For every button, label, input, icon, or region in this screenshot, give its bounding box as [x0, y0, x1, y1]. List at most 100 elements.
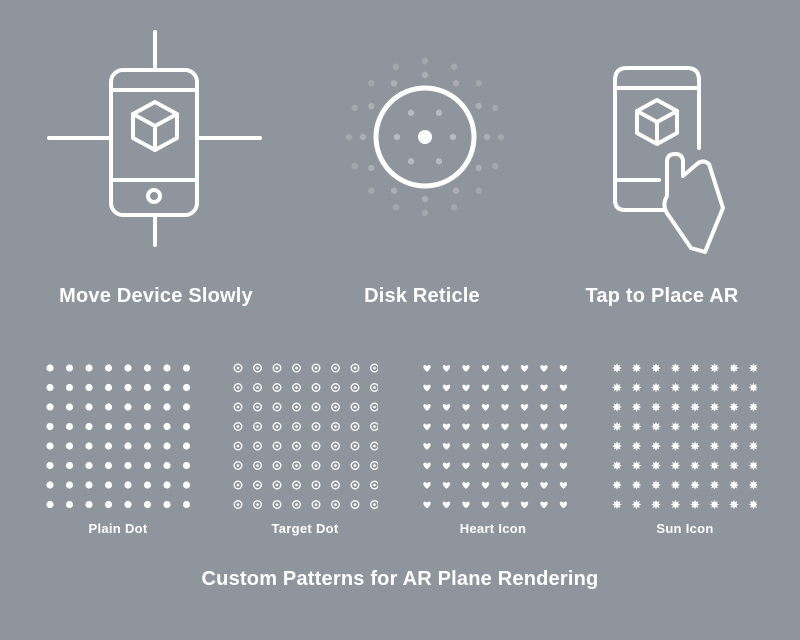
heart-mark: [501, 423, 509, 431]
target-dot-mark: [292, 500, 301, 509]
reticle-dot: [475, 164, 482, 172]
sun-mark: [729, 480, 739, 490]
target-dot-mark: [311, 461, 321, 470]
target-dot-mark: [331, 363, 340, 373]
plain-dot-mark: [104, 481, 113, 489]
sun-mark: [690, 441, 700, 451]
heart-mark: [559, 443, 567, 450]
heart-mark: [559, 404, 567, 411]
heart-mark: [442, 443, 451, 450]
target-dot-mark: [331, 402, 340, 412]
target-dot-mark: [233, 402, 243, 412]
reticle-dot: [435, 109, 443, 116]
plain-dot-mark: [85, 403, 93, 411]
sun-mark: [748, 363, 757, 373]
target-dot-mark: [370, 422, 378, 431]
heart-mark: [520, 462, 529, 470]
plain-dot-mark: [65, 383, 74, 392]
plain-dot-mark: [104, 422, 113, 431]
plain-dot-mark: [143, 461, 152, 470]
heart-mark: [501, 384, 509, 392]
reticle-dot: [359, 133, 367, 141]
heart-mark: [559, 384, 567, 392]
heart-mark: [501, 501, 509, 509]
target-dot-mark: [311, 383, 321, 392]
sun-mark: [729, 460, 739, 471]
target-dot-mark: [370, 461, 378, 470]
target-dot-mark: [233, 422, 243, 431]
heart-mark: [423, 365, 431, 372]
plain-dot-mark: [65, 461, 74, 470]
sun-mark: [748, 421, 757, 432]
sun-mark: [670, 460, 681, 471]
target-dot-mark: [311, 441, 321, 451]
reticle-dot: [351, 104, 358, 112]
sun-mark: [670, 499, 681, 510]
sun-mark: [748, 402, 757, 412]
sun-mark: [612, 421, 622, 432]
reticle-dot: [450, 63, 458, 70]
sun-mark: [748, 441, 757, 451]
target-dot-mark: [292, 461, 301, 470]
plain-dot-mark: [65, 481, 74, 489]
heart-mark: [423, 501, 431, 509]
reticle-dot: [407, 158, 415, 165]
heart-mark: [462, 404, 470, 411]
plain-dot-mark: [85, 442, 93, 450]
plain-dot-mark: [163, 364, 171, 372]
reticle-dot: [492, 104, 499, 112]
plain-dot-mark: [46, 364, 54, 372]
target-dot-mark: [272, 422, 282, 431]
plain-dot-mark: [163, 403, 171, 411]
heart-mark: [540, 365, 548, 372]
plain-dot-mark: [163, 442, 171, 450]
sun-mark: [631, 421, 642, 432]
target-dot-mark: [350, 363, 360, 373]
heart-mark: [540, 482, 548, 489]
plain-dot-mark: [143, 403, 152, 411]
plain-dot-mark: [46, 481, 54, 489]
plain-dot-mark: [124, 481, 132, 489]
sun-mark: [729, 402, 739, 412]
target-dot-mark: [331, 441, 340, 451]
heart-mark: [559, 462, 567, 470]
heart-mark: [442, 365, 451, 372]
plain-dot-mark: [124, 500, 132, 509]
target-dot-mark: [350, 500, 360, 509]
sun-mark: [748, 480, 757, 490]
reticle-dot: [421, 71, 429, 79]
plain-dot-mark: [143, 481, 152, 489]
heart-mark: [481, 423, 490, 431]
heart-mark: [559, 365, 567, 372]
sun-mark: [670, 402, 681, 412]
reticle-dot: [452, 80, 460, 87]
target-dot-mark: [233, 461, 243, 470]
heart-mark: [423, 443, 431, 450]
target-dot-mark: [233, 480, 243, 490]
target-dot-label: Target Dot: [271, 521, 339, 536]
plain-dot-mark: [143, 383, 152, 392]
target-dot-mark: [370, 402, 378, 412]
heart-mark: [481, 462, 490, 470]
sun-mark: [612, 441, 622, 451]
heart-mark: [481, 443, 490, 450]
sun-mark: [612, 460, 622, 471]
target-dot-mark: [370, 383, 378, 392]
heart-mark: [442, 423, 451, 431]
target-dot-mark: [350, 383, 360, 392]
target-dot-mark: [350, 461, 360, 470]
sun-mark: [651, 480, 661, 490]
target-dot-mark: [350, 441, 360, 451]
heart-mark: [540, 462, 548, 470]
sun-mark: [612, 402, 622, 412]
heart-mark: [501, 482, 509, 489]
sun-icon-pattern: [607, 360, 757, 510]
sun-mark: [690, 421, 700, 432]
sun-mark: [690, 499, 700, 510]
plain-dot-mark: [182, 422, 190, 431]
target-dot-mark: [292, 480, 301, 490]
heart-mark: [481, 384, 490, 392]
sun-mark: [709, 480, 720, 490]
move-device-icon: [45, 30, 265, 250]
reticle-dot: [449, 133, 457, 141]
